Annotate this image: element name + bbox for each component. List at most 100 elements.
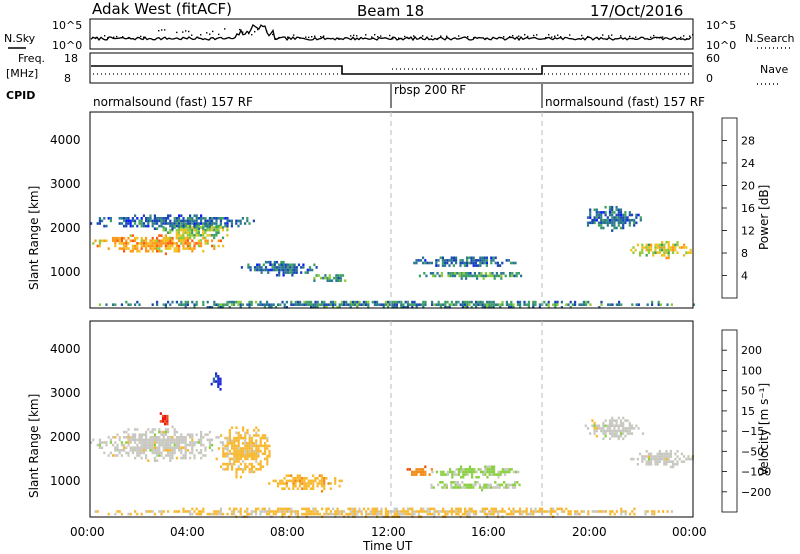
heatmap-cell xyxy=(184,219,187,223)
heatmap-cell xyxy=(672,243,675,247)
heatmap-cell xyxy=(446,261,449,265)
heatmap-cell xyxy=(129,249,132,253)
heatmap-cell xyxy=(337,274,340,277)
heatmap-cell xyxy=(578,303,581,306)
heatmap-cell xyxy=(602,437,605,441)
heatmap-cell xyxy=(404,512,407,516)
heatmap-cell xyxy=(323,487,326,490)
heatmap-cell xyxy=(296,474,299,477)
nsearch-point xyxy=(293,34,295,36)
heatmap-cell xyxy=(250,470,253,474)
heatmap-cell xyxy=(516,510,519,513)
heatmap-cell xyxy=(444,510,447,513)
heatmap-cell xyxy=(259,449,262,453)
heatmap-cell xyxy=(215,372,218,375)
heatmap-cell xyxy=(626,429,629,433)
heatmap-cell xyxy=(171,441,174,444)
heatmap-cell xyxy=(307,507,310,511)
heatmap-cell xyxy=(210,234,214,237)
heatmap-cell xyxy=(264,442,267,445)
heatmap-cell xyxy=(123,236,126,240)
heatmap-cell xyxy=(116,239,119,243)
heatmap-cell xyxy=(167,451,170,455)
heatmap-cell xyxy=(204,217,207,220)
heatmap-cell xyxy=(384,510,387,513)
heatmap-cell xyxy=(659,303,662,306)
heatmap-cell xyxy=(591,510,594,513)
heatmap-cell xyxy=(422,306,425,309)
heatmap-cell xyxy=(472,512,475,516)
heatmap-cell xyxy=(589,216,592,219)
heatmap-cell xyxy=(547,306,550,309)
heatmap-cell xyxy=(663,243,666,247)
heatmap-cell xyxy=(479,510,482,513)
heatmap-cell xyxy=(669,455,672,458)
heatmap-cell xyxy=(628,213,631,217)
heatmap-cell xyxy=(237,224,240,228)
heatmap-cell xyxy=(286,263,290,267)
heatmap-cell xyxy=(450,259,453,262)
nsearch-point xyxy=(116,35,118,38)
heatmap-cell xyxy=(456,272,459,275)
heatmap-cell xyxy=(202,223,205,227)
heatmap-cell xyxy=(125,219,128,223)
heatmap-cell xyxy=(184,456,187,460)
heatmap-cell xyxy=(497,470,500,474)
heatmap-cell xyxy=(175,300,178,304)
heatmap-cell xyxy=(683,246,686,249)
heatmap-cell xyxy=(259,439,262,442)
heatmap-cell xyxy=(107,454,110,457)
heatmap-cell xyxy=(644,512,647,516)
heatmap-cell xyxy=(541,507,544,511)
heatmap-cell xyxy=(160,219,163,223)
heatmap-cell xyxy=(112,303,115,306)
velocity-y-axis-label: Slant Range [km] xyxy=(27,394,41,498)
heatmap-cell xyxy=(308,266,312,269)
heatmap-cell xyxy=(186,231,189,234)
heatmap-cell xyxy=(149,436,152,439)
heatmap-cell xyxy=(189,247,192,250)
heatmap-cell xyxy=(454,481,457,484)
heatmap-cell xyxy=(296,477,299,480)
heatmap-cell xyxy=(419,259,422,262)
heatmap-cell xyxy=(465,277,468,280)
heatmap-cell xyxy=(158,428,161,431)
heatmap-cell xyxy=(156,242,159,245)
heatmap-cell xyxy=(180,441,183,444)
heatmap-cell xyxy=(215,234,218,237)
heatmap-cell xyxy=(462,468,465,471)
heatmap-cell xyxy=(402,303,405,306)
nsearch-point xyxy=(545,36,547,39)
heatmap-cell xyxy=(283,303,286,306)
heatmap-cell xyxy=(460,465,463,469)
heatmap-cell xyxy=(210,228,214,232)
heatmap-cell xyxy=(153,446,156,449)
heatmap-cell xyxy=(256,268,259,272)
heatmap-cell xyxy=(471,473,474,476)
heatmap-cell xyxy=(647,455,650,458)
heatmap-cell xyxy=(482,277,485,280)
heatmap-cell xyxy=(424,303,427,306)
heatmap-cell xyxy=(197,231,200,234)
heatmap-cell xyxy=(298,474,302,477)
heatmap-cell xyxy=(206,512,209,516)
nave-tick-high: 60 xyxy=(706,52,720,65)
cpid-segment-3: normalsound (fast) 157 RF xyxy=(545,95,705,109)
heatmap-cell xyxy=(162,449,165,452)
heatmap-cell xyxy=(167,244,170,248)
heatmap-cell xyxy=(406,468,409,471)
heatmap-cell xyxy=(147,224,150,228)
heatmap-cell xyxy=(477,475,480,479)
heatmap-cell xyxy=(197,239,200,243)
heatmap-cell xyxy=(468,300,471,304)
heatmap-cell xyxy=(173,217,176,220)
heatmap-cell xyxy=(255,455,258,458)
heatmap-cell xyxy=(156,300,159,304)
heatmap-cell xyxy=(324,274,327,277)
colorbar-tick-label: 12 xyxy=(741,225,755,238)
heatmap-cell xyxy=(184,242,187,245)
heatmap-cell xyxy=(149,214,152,217)
heatmap-cell xyxy=(219,382,222,386)
heatmap-cell xyxy=(226,449,229,452)
heatmap-cell xyxy=(118,222,121,225)
